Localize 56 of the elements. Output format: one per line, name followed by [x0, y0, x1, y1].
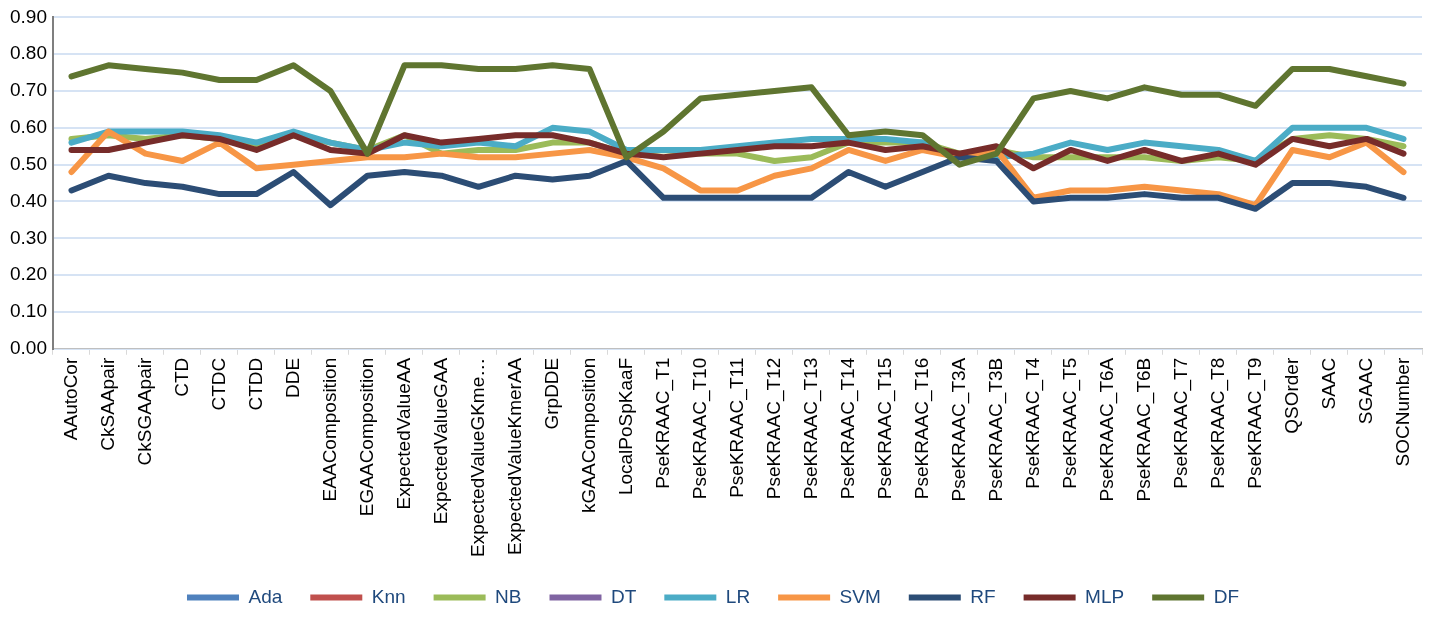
x-tick-label: ExpectedValueGKme…	[466, 357, 488, 557]
x-tick-label: DDE	[281, 357, 303, 398]
x-tick-label: EGAAComposition	[355, 357, 377, 517]
x-tick-label: ExpectedValueKmerAA	[503, 357, 525, 555]
x-tick-label: PseKRAAC_T9	[1243, 357, 1266, 489]
x-tick-label: ExpectedValueAA	[392, 357, 414, 510]
legend-label: DF	[1213, 585, 1240, 607]
x-tick-label: ExpectedValueGAA	[429, 357, 451, 525]
x-tick-label: PseKRAAC_T6B	[1132, 357, 1155, 502]
y-tick-label: 0.20	[10, 263, 47, 285]
x-tick-label: PseKRAAC_T4	[1021, 357, 1044, 489]
y-tick-label: 0.00	[10, 336, 47, 358]
x-tick-label: SAAC	[1317, 357, 1339, 410]
x-tick-label: EAAComposition	[318, 357, 340, 502]
legend-label: LR	[725, 585, 751, 607]
legend-label: NB	[495, 585, 522, 607]
y-tick-label: 0.80	[10, 42, 47, 64]
x-tick-label: CkSGAApair	[133, 357, 155, 466]
x-tick-label: PseKRAAC_T1	[651, 357, 674, 489]
y-tick-label: 0.90	[10, 5, 47, 27]
x-tick-label: PseKRAAC_T13	[799, 357, 822, 500]
legend-label: Knn	[371, 585, 406, 607]
x-tick-label: AAutoCor	[59, 357, 81, 441]
x-tick-label: PseKRAAC_T5	[1058, 357, 1081, 489]
x-tick-label: kGAAComposition	[577, 357, 599, 513]
x-tick-label: PseKRAAC_T3B	[984, 357, 1007, 502]
x-tick-label: SOCNumber	[1391, 357, 1413, 467]
y-tick-label: 0.30	[10, 226, 47, 248]
x-tick-label: GrpDDE	[540, 357, 562, 430]
x-tick-label: PseKRAAC_T10	[688, 357, 711, 500]
x-tick-label: PseKRAAC_T11	[725, 357, 748, 498]
x-tick-label: QSOrder	[1280, 357, 1302, 434]
y-tick-label: 0.40	[10, 189, 47, 211]
y-tick-label: 0.10	[10, 300, 47, 322]
legend-label: MLP	[1085, 585, 1125, 607]
legend-label: RF	[970, 585, 996, 607]
x-tick-label: CkSAApair	[96, 357, 118, 451]
x-tick-label: CTDC	[207, 357, 229, 411]
y-tick-label: 0.50	[10, 152, 47, 174]
x-tick-label: PseKRAAC_T3A	[947, 357, 970, 502]
x-tick-label: LocalPoSpKaaF	[614, 357, 636, 496]
legend-label: SVM	[839, 585, 881, 607]
x-tick-label: PseKRAAC_T15	[873, 357, 896, 500]
x-tick-label: CTD	[170, 357, 192, 397]
x-tick-label: PseKRAAC_T7	[1169, 357, 1192, 489]
x-tick-label: SGAAC	[1354, 357, 1376, 425]
legend-label: Ada	[248, 585, 283, 607]
y-tick-label: 0.70	[10, 79, 47, 101]
y-tick-label: 0.60	[10, 116, 47, 138]
x-tick-label: PseKRAAC_T14	[836, 357, 859, 500]
x-tick-label: PseKRAAC_T8	[1206, 357, 1229, 489]
x-tick-label: PseKRAAC_T6A	[1095, 357, 1118, 502]
x-tick-label: PseKRAAC_T12	[762, 357, 785, 500]
legend-label: DT	[611, 585, 637, 607]
x-tick-label: CTDD	[244, 357, 266, 411]
x-tick-label: PseKRAAC_T16	[910, 357, 933, 500]
